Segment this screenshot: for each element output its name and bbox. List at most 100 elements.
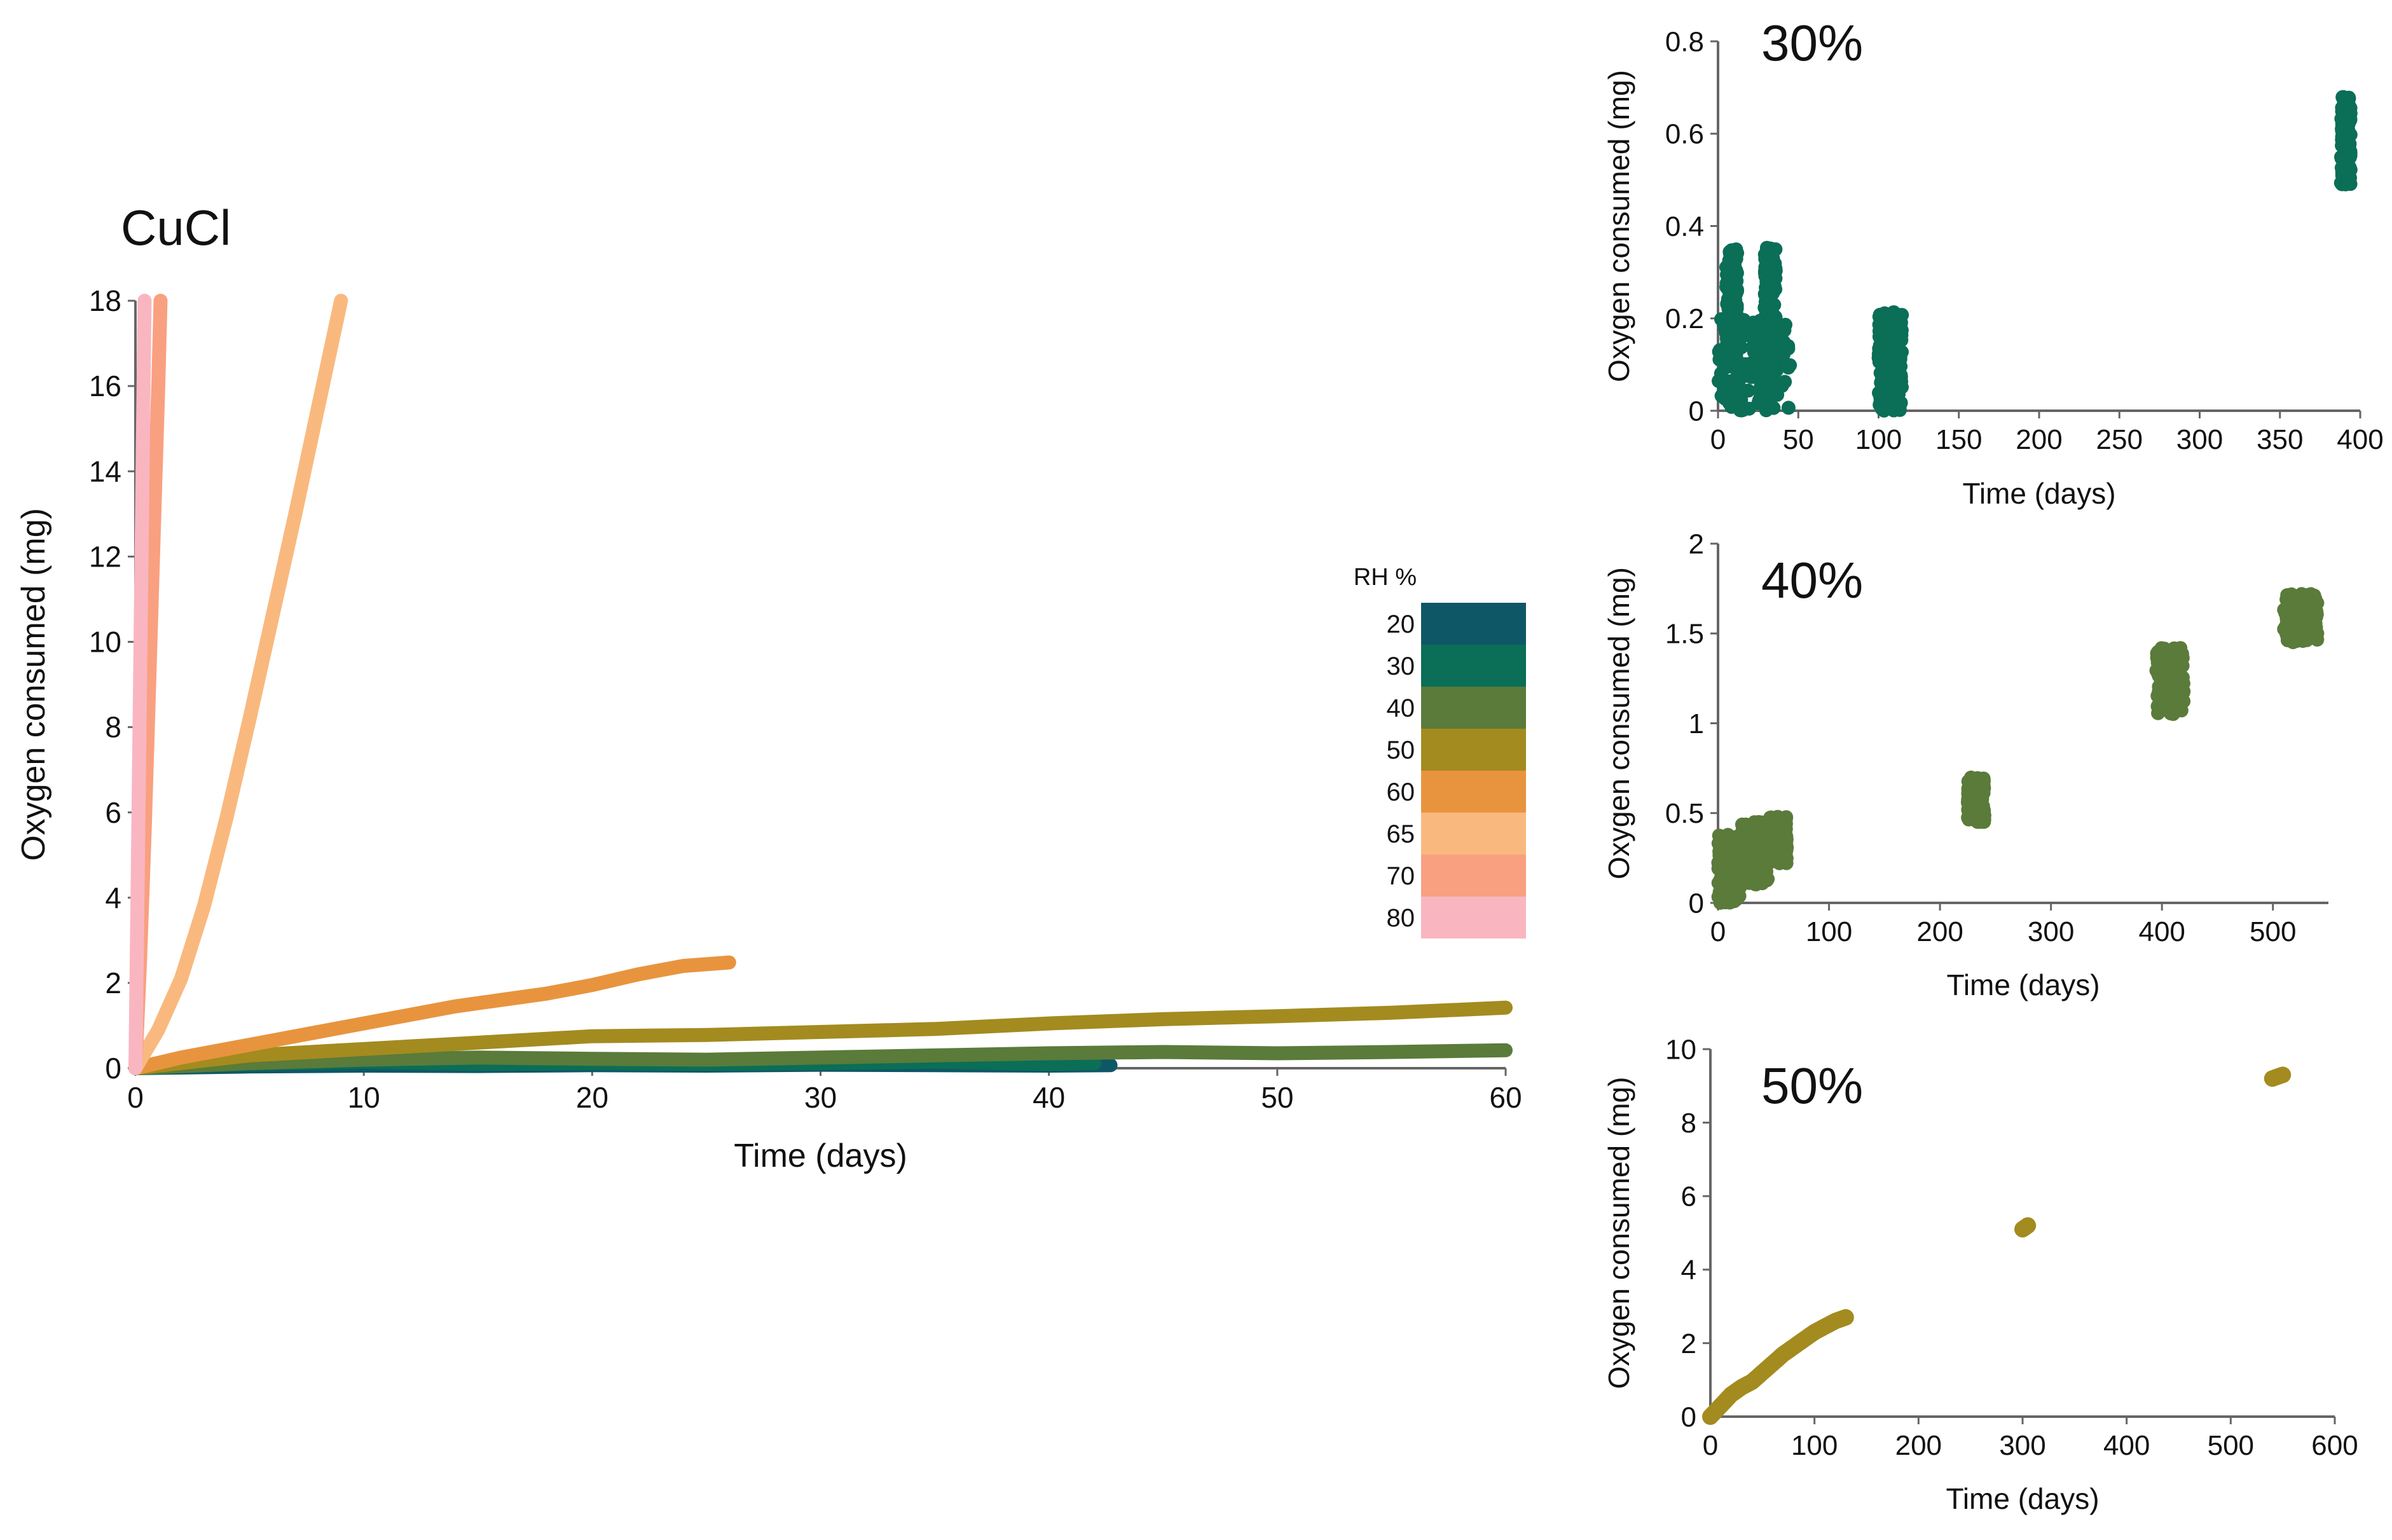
main-chart-panel: 0 2 4 6 8 10 12 14 16 18 0 10 20 30 40 50 60 Time (days) O… [15, 200, 1526, 1174]
legend-swatch-rh-60 [1421, 771, 1526, 813]
main-x-axis-label: Time (days) [734, 1138, 907, 1174]
rh30-x-tick-label: 250 [2096, 424, 2143, 455]
legend-label-rh-20: 20 [1387, 610, 1415, 638]
legend-label-rh-65: 65 [1387, 820, 1415, 848]
legend-swatch-rh-40 [1421, 687, 1526, 729]
main-x-tick-label: 20 [576, 1081, 608, 1114]
rh30-data-point [1724, 315, 1738, 330]
rh40-y-tick-label: 0.5 [1665, 798, 1704, 829]
rh40-data-point [2173, 685, 2187, 699]
rh30-x-tick-label: 150 [1935, 424, 1982, 455]
rh40-x-tick-label: 200 [1916, 916, 1963, 947]
rh50-x-tick-label: 600 [2311, 1430, 2358, 1461]
rh50-chart-title: 50% [1761, 1057, 1863, 1114]
rh30-data-point [1781, 341, 1796, 356]
series-line-rh-50 [128, 1000, 1513, 1075]
main-y-axis-label: Oxygen consumed (mg) [15, 508, 52, 861]
rh40-x-tick-label: 0 [1710, 916, 1726, 947]
rh40-y-tick-label: 2 [1689, 528, 1704, 560]
rh30-y-axis-label: Oxygen consumed (mg) [1602, 70, 1635, 382]
rh30-data-point [1887, 402, 1901, 416]
rh50-y-tick-label: 0 [1681, 1401, 1696, 1433]
rh30-data-point [1764, 299, 1779, 314]
rh30-y-tick-label: 0.8 [1665, 26, 1704, 57]
rh50-y-tick-label: 8 [1681, 1108, 1696, 1139]
rh30-data-point [1768, 261, 1783, 275]
rh40-data-point [2285, 621, 2299, 636]
main-y-tick-label: 0 [105, 1052, 121, 1085]
rh50-data-point [2019, 1217, 2037, 1234]
legend-label-rh-50: 50 [1387, 736, 1415, 764]
rh30-data-point [1762, 334, 1777, 349]
rh40-data-point [2281, 633, 2296, 647]
main-x-tick-label: 60 [1489, 1081, 1522, 1114]
rh30-data-point [1766, 383, 1780, 397]
rh40-data-point [2309, 604, 2323, 619]
rh30-data-point [1721, 279, 1735, 294]
rh40-data-point [1738, 819, 1752, 834]
rh50-x-tick-label: 300 [1999, 1430, 2045, 1461]
rh30-data-point [1752, 393, 1766, 408]
main-y-tick-label: 2 [105, 966, 121, 1000]
series-group [128, 294, 1513, 1075]
rh40-x-tick-label: 300 [2028, 916, 2074, 947]
rh40-chart-title: 40% [1761, 552, 1863, 608]
rh30-data-point [1745, 340, 1760, 355]
rh50-x-tick-label: 400 [2103, 1430, 2150, 1461]
rh40-data-point [1961, 792, 1976, 806]
rh40-data-point [1750, 822, 1765, 837]
main-y-tick-label: 16 [89, 369, 121, 402]
rh40-data-point [1721, 828, 1735, 842]
rh30-x-tick-label: 200 [2016, 424, 2062, 455]
rh30-x-axis-label: Time (days) [1962, 477, 2115, 510]
rh40-data-point [2162, 704, 2176, 718]
rh30-x-tick-label: 50 [1783, 424, 1814, 455]
rh40-data-point [2279, 601, 2293, 615]
main-y-tick-label: 18 [89, 284, 121, 317]
rh30-data-point [2342, 139, 2356, 153]
rh30-data-point [2338, 110, 2353, 125]
rh30-data-point [1729, 252, 1743, 266]
rh50-x-tick-label: 100 [1791, 1430, 1838, 1461]
rh30-chart-title: 30% [1761, 15, 1863, 71]
rh30-data-point [1720, 297, 1735, 312]
main-chart-title: CuCl [121, 200, 231, 256]
rh30-x-tick-label: 350 [2257, 424, 2303, 455]
rh40-data-point [1977, 803, 1991, 818]
rh30-y-tick-label: 0.2 [1665, 303, 1704, 334]
legend-swatch-rh-50 [1421, 729, 1526, 771]
rh30-data-point [1758, 260, 1773, 275]
rh50-y-tick-label: 2 [1681, 1328, 1696, 1359]
rh40-data-point [1712, 851, 1727, 866]
legend-swatch-rh-65 [1421, 813, 1526, 855]
rh30-data-point [1778, 317, 1792, 332]
rh40-data-point [2159, 652, 2173, 666]
rh30-data-point [1781, 401, 1796, 415]
main-y-tick-label: 12 [89, 540, 121, 573]
rh40-data-point [1779, 831, 1794, 846]
main-x-tick-label: 50 [1261, 1081, 1293, 1114]
rh30-points [1712, 90, 2358, 418]
rh40-data-point [1967, 810, 1981, 825]
rh50-x-axis-label: Time (days) [1946, 1482, 2099, 1515]
rh40-data-point [1970, 771, 1984, 785]
rh30-x-tick-label: 0 [1710, 424, 1726, 455]
rh30-data-point [1874, 382, 1889, 397]
rh40-chart-panel: 0 0.5 1 1.5 2 0 100 200 300 400 500 Time (days) Oxyg… [1602, 528, 2328, 1001]
rh40-data-point [2294, 589, 2309, 603]
rh40-data-point [1714, 840, 1729, 855]
rh40-y-tick-label: 1 [1689, 708, 1704, 739]
rh30-data-point [1764, 313, 1778, 327]
rh30-y-tick-label: 0 [1689, 395, 1704, 427]
rh50-points [1702, 1066, 2292, 1425]
legend-label-rh-30: 30 [1387, 652, 1415, 680]
main-y-tick-label: 14 [89, 455, 121, 488]
rh40-points [1711, 587, 2325, 910]
rh40-x-axis-label: Time (days) [1946, 968, 2100, 1001]
legend-swatch-rh-70 [1421, 855, 1526, 897]
main-y-tick-label: 6 [105, 796, 121, 829]
series-line-rh-40 [128, 1043, 1513, 1075]
rh30-data-point [1731, 380, 1746, 394]
main-x-tick-label: 30 [804, 1081, 837, 1114]
series-line-rh-65 [128, 294, 348, 1075]
